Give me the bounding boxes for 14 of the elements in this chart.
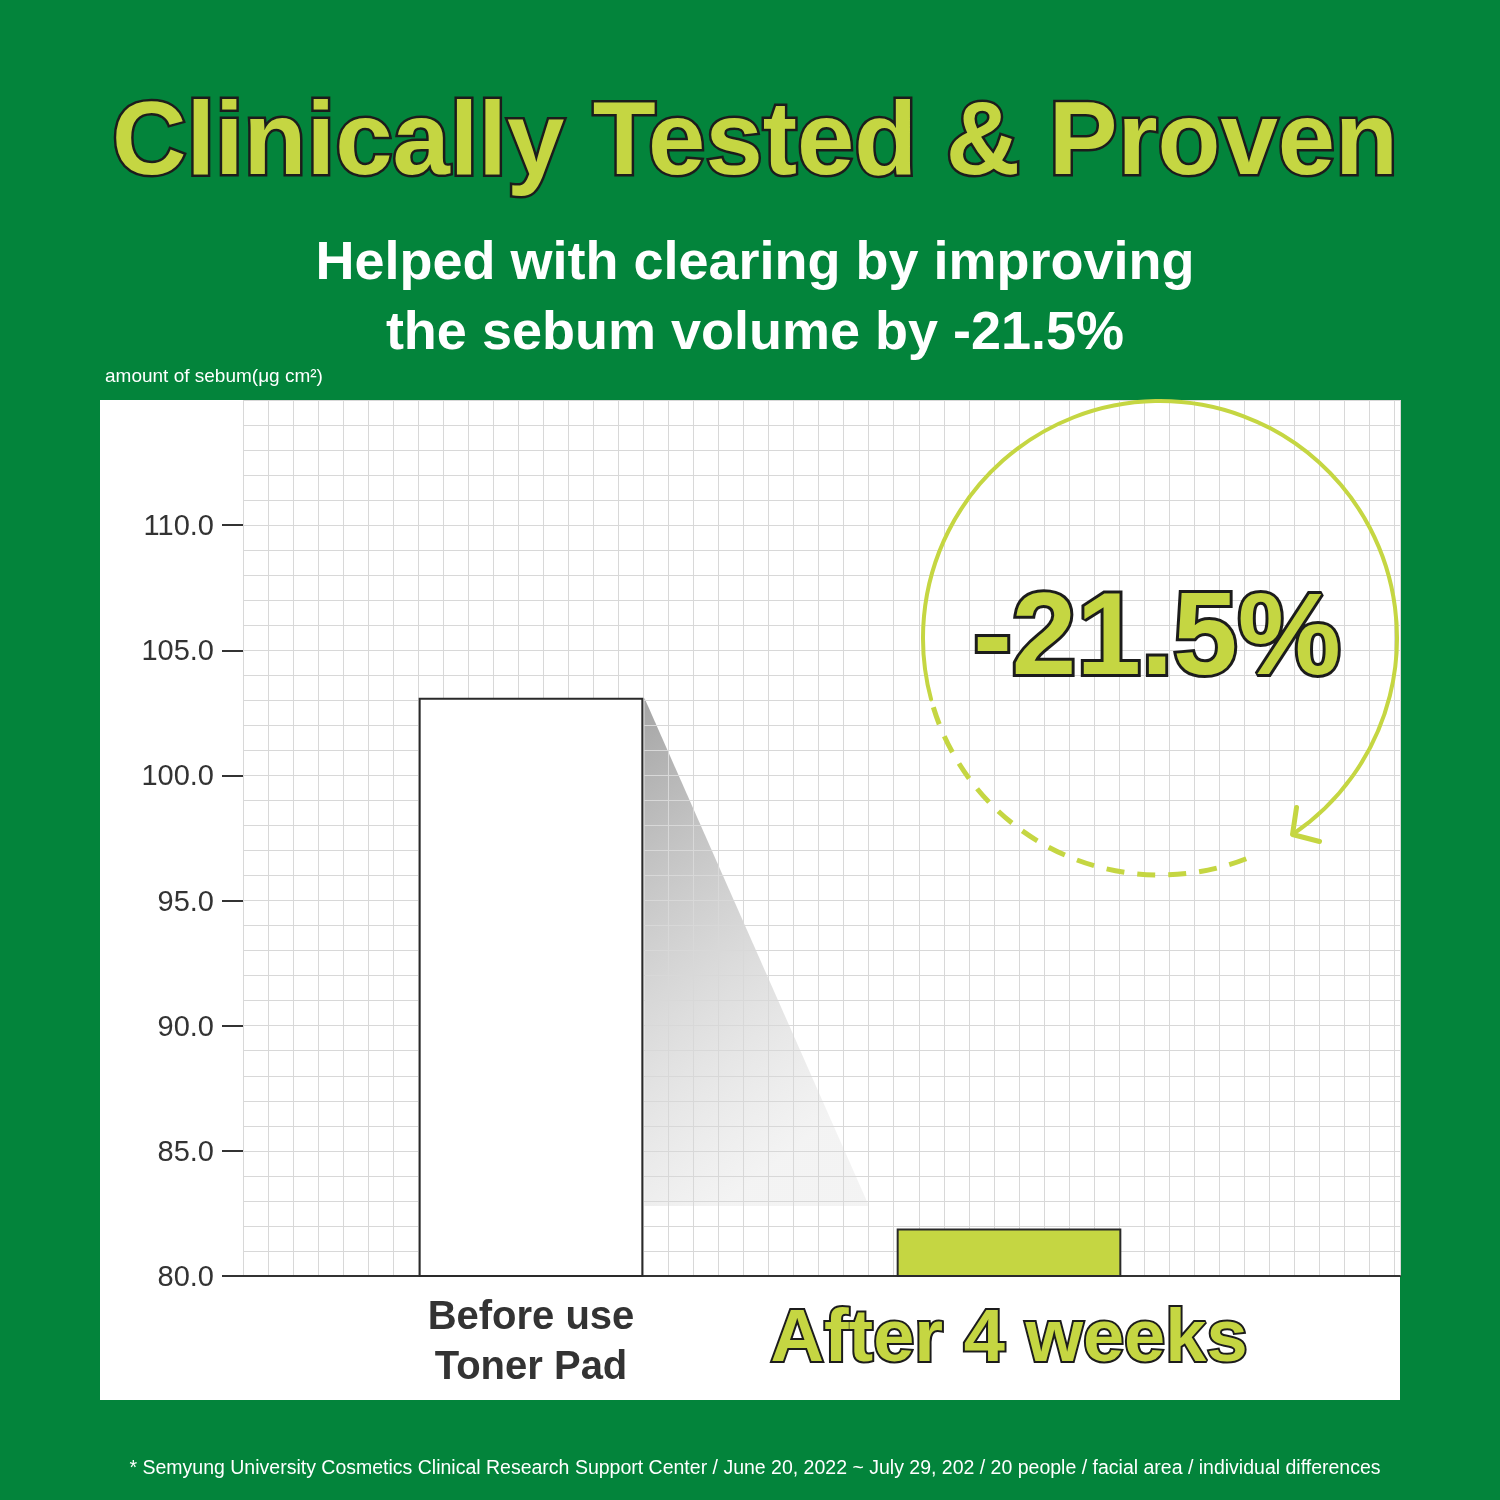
y-axis-title: amount of sebum(μg cm²) [105,365,323,386]
y-tick-label: 80.0 [157,1260,214,1292]
y-tick-label: 85.0 [157,1134,214,1167]
y-tick-label: 100.0 [141,759,214,792]
chart-title: Clinically Tested & Proven [112,81,1398,196]
chart-subtitle: Helped with clearing by improving the sebum volume by -21.5% [315,230,1195,360]
y-tick-label: 105.0 [141,634,214,667]
x-tick-label: Before use Toner Pad [427,1293,635,1387]
x-tick-label: After 4 weeks [770,1293,1248,1377]
annotation: -21.5% [973,569,1341,699]
y-tick-label: 90.0 [157,1009,214,1042]
y-tick-label: 110.0 [143,509,214,542]
y-tick-label: 95.0 [157,884,214,917]
text: * Semyung University Cosmetics Clinical Research Support Center / June 20, 2022 ~ July 29, 202 / 20 people / facial area / individual differences [129,1456,1381,1478]
